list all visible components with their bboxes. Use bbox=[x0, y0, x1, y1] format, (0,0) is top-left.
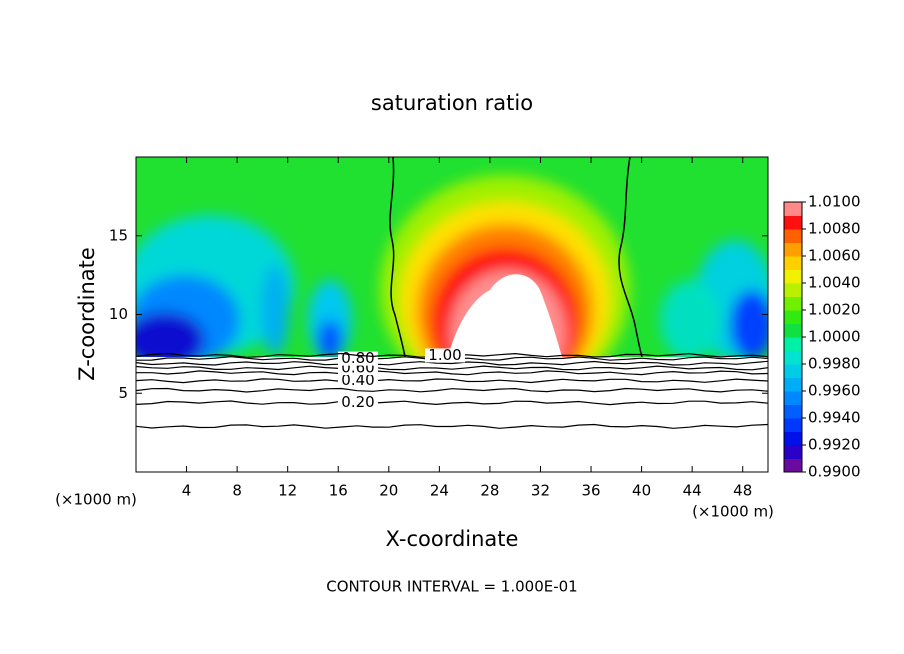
contour-line bbox=[135, 365, 769, 371]
contour-lines: 0.200.400.600.80 1.00 bbox=[135, 346, 769, 429]
x-tick-label: 32 bbox=[531, 482, 550, 500]
contour-line bbox=[135, 400, 769, 406]
contour-label: 1.00 bbox=[428, 346, 461, 364]
colorbar-tick-label: 0.9900 bbox=[808, 463, 861, 481]
x-tick-label: 40 bbox=[632, 482, 651, 500]
colorbar-band bbox=[784, 364, 802, 378]
x-axis-label: X-coordinate bbox=[386, 527, 519, 551]
saturation-field bbox=[136, 157, 768, 357]
colorbar-band bbox=[784, 445, 802, 459]
y-tick-label: 10 bbox=[109, 305, 128, 323]
colorbar-band bbox=[784, 431, 802, 446]
colorbar-band bbox=[784, 202, 802, 216]
colorbar-tick-label: 1.0020 bbox=[808, 301, 861, 319]
y-axis-label: Z-coordinate bbox=[75, 247, 99, 381]
colorbar-band bbox=[784, 310, 802, 324]
x-tick-label: 28 bbox=[480, 482, 499, 500]
colorbar-band bbox=[784, 242, 802, 257]
colorbar-tick-label: 0.9960 bbox=[808, 382, 861, 400]
colorbar-tick-label: 1.0060 bbox=[808, 247, 861, 265]
x-tick-label: 12 bbox=[278, 482, 297, 500]
x-tick-label: 16 bbox=[329, 482, 348, 500]
x-unit-right: (×1000 m) bbox=[692, 503, 774, 521]
contour-label-bg bbox=[338, 351, 378, 366]
x-tick-label: 8 bbox=[232, 482, 242, 500]
colorbar-band bbox=[784, 269, 802, 284]
footer-note: CONTOUR INTERVAL = 1.000E-01 bbox=[326, 578, 577, 596]
colorbar-band bbox=[784, 337, 802, 351]
y-tick-label: 15 bbox=[109, 226, 128, 244]
colorbar-tick-label: 1.0040 bbox=[808, 274, 861, 292]
colorbar-band bbox=[784, 296, 802, 311]
contour-line bbox=[135, 360, 769, 366]
y-tick-label: 5 bbox=[118, 384, 128, 402]
colorbar-tick-label: 0.9980 bbox=[808, 355, 861, 373]
contour-label-bg bbox=[425, 348, 465, 363]
x-tick-label: 44 bbox=[683, 482, 702, 500]
colorbar-tick-label: 0.9920 bbox=[808, 436, 861, 454]
colorbar-band bbox=[784, 283, 802, 297]
contour-label: 0.40 bbox=[341, 371, 374, 389]
colorbar-tick-label: 1.0000 bbox=[808, 328, 861, 346]
x-tick-label: 4 bbox=[182, 482, 192, 500]
colorbar-band bbox=[784, 256, 802, 270]
contour-label: 0.20 bbox=[341, 393, 374, 411]
contour-label-bg bbox=[338, 373, 378, 388]
colorbar-tick-label: 0.9940 bbox=[808, 409, 861, 427]
colorbar-band bbox=[784, 350, 802, 365]
colorbar-tick-label: 1.0100 bbox=[808, 193, 861, 211]
chart-title: saturation ratio bbox=[371, 91, 533, 115]
colorbar-band bbox=[784, 404, 802, 419]
contour-line bbox=[135, 387, 769, 393]
colorbar-band bbox=[784, 458, 802, 473]
contour-line bbox=[136, 370, 769, 376]
contour-label: 0.80 bbox=[341, 349, 374, 367]
x-tick-label: 48 bbox=[733, 482, 752, 500]
colorbar-band bbox=[784, 215, 802, 230]
x-tick-label: 36 bbox=[581, 482, 600, 500]
x-unit-left: (×1000 m) bbox=[55, 491, 137, 509]
x-tick-label: 24 bbox=[430, 482, 449, 500]
colorbar-band bbox=[784, 391, 802, 405]
contour-label-bg bbox=[338, 395, 378, 410]
colorbar-tick-label: 1.0080 bbox=[808, 220, 861, 238]
colorbar-band bbox=[784, 323, 802, 338]
contour-line bbox=[135, 423, 769, 429]
x-tick-label: 20 bbox=[379, 482, 398, 500]
contour-line bbox=[135, 378, 769, 384]
colorbar-band bbox=[784, 229, 802, 243]
colorbar-band bbox=[784, 418, 802, 432]
colorbar-band bbox=[784, 377, 802, 392]
